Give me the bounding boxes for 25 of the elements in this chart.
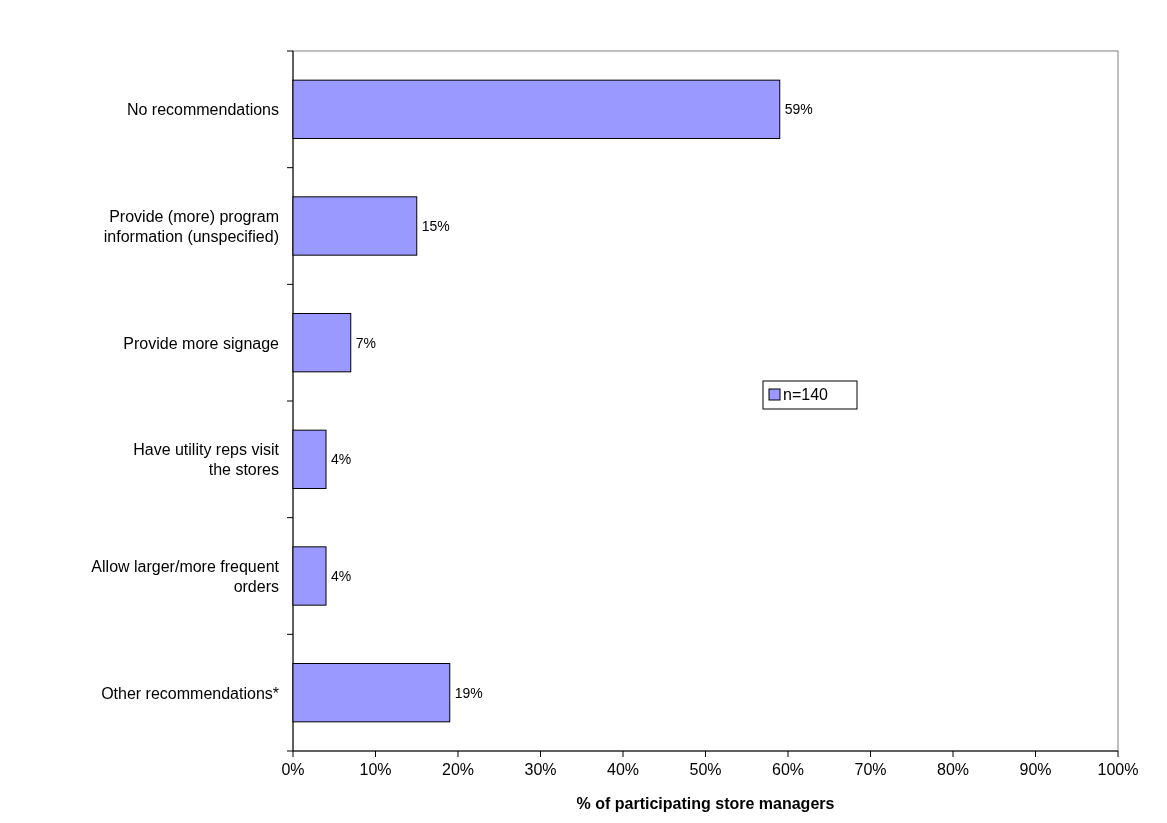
x-axis-title: % of participating store managers [576,795,835,812]
data-label: 4% [331,568,352,584]
y-tick-label: Have utility reps visit the stores [133,441,280,479]
x-tick-label: 0% [281,761,305,778]
x-tick-label: 80% [936,761,970,778]
y-tick-label: Other recommendations* [101,684,279,702]
x-tick-label: 20% [441,761,475,778]
x-tick-label: 90% [1019,761,1052,778]
x-tick-label: 100% [1097,761,1139,778]
x-tick-label: 30% [524,761,557,778]
x-tick-label: 50% [689,761,722,778]
data-label: 7% [355,334,376,351]
data-label: 15% [421,218,450,234]
data-label: 4% [331,451,352,468]
data-label: 59% [784,101,813,118]
y-tick-label: No recommendations [126,101,279,119]
y-tick-label: Provide (more) program information (unspecified) [103,208,279,245]
data-label: 19% [454,684,483,701]
x-tick-label: 70% [854,761,887,778]
y-tick-label: Allow larger/more frequent orders [91,558,280,595]
x-tick-label: 40% [606,761,640,778]
x-tick-label: 60% [771,761,805,778]
y-tick-label: Provide more signage [123,334,280,352]
x-tick-label: 10% [359,761,392,778]
legend-label: n=140 [783,386,829,403]
